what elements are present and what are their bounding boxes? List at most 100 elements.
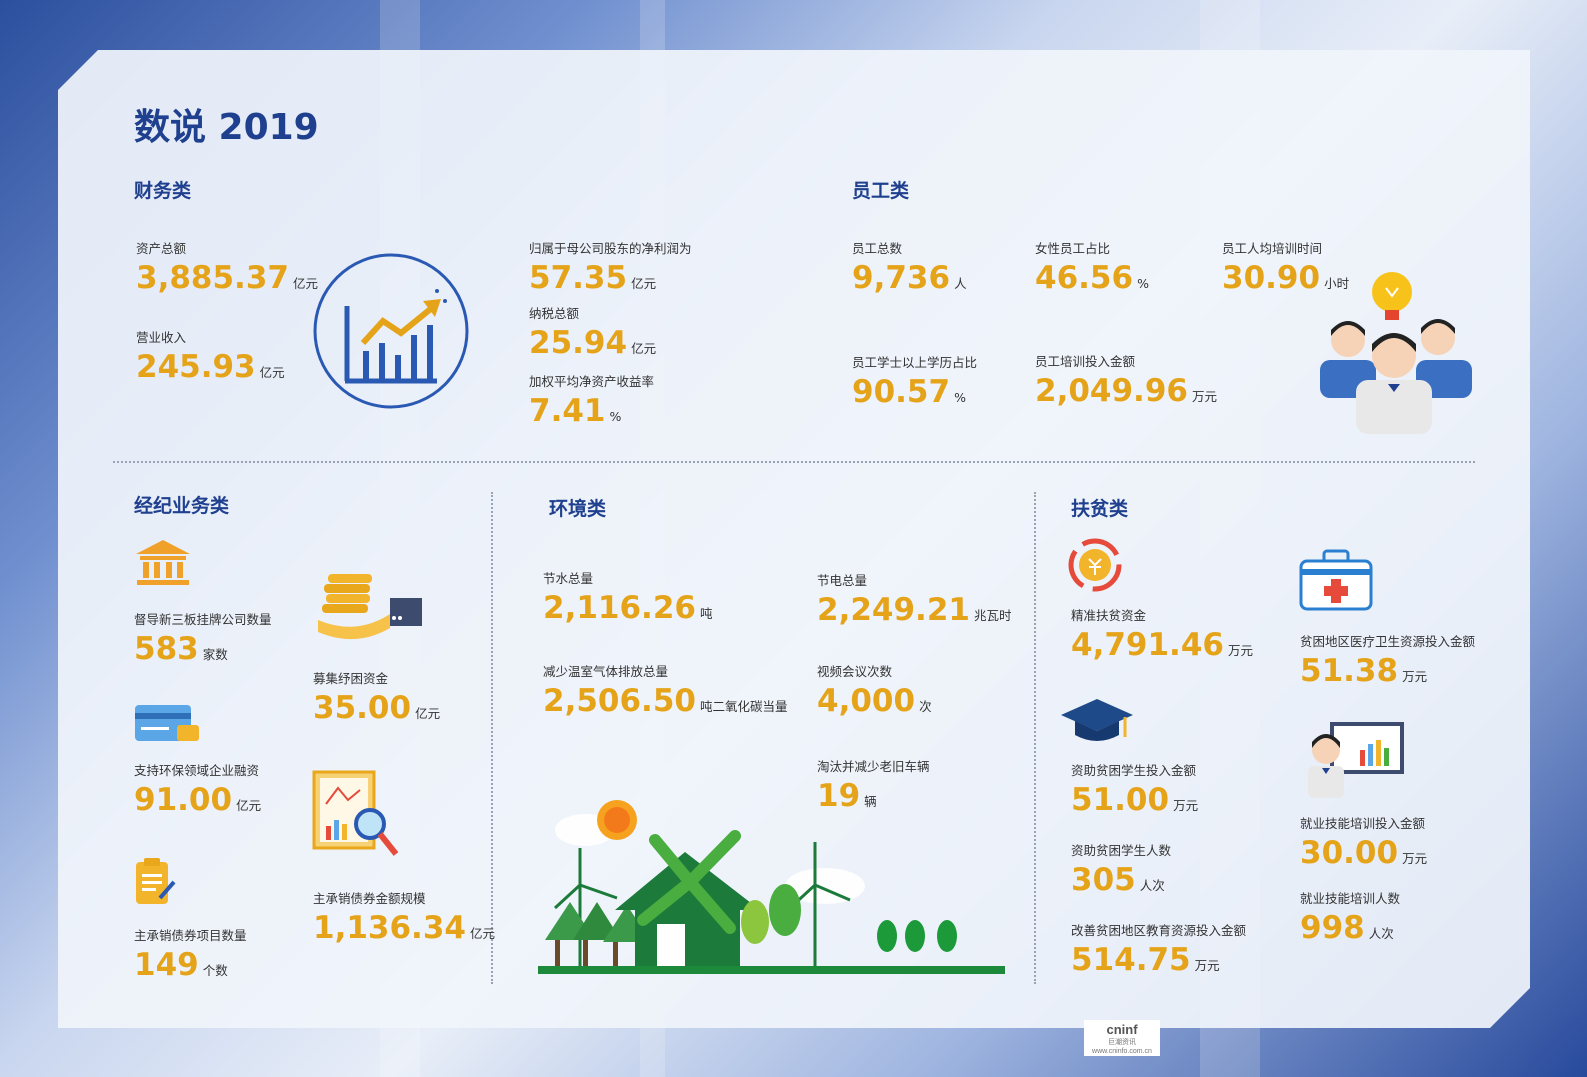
- stat-value: 25.94: [529, 325, 628, 361]
- section-title-environment: 环境类: [549, 498, 607, 520]
- stat-label: 节电总量: [817, 573, 868, 588]
- graduation-cap-icon: [1061, 699, 1133, 741]
- stat-unit: 兆瓦时: [973, 608, 1012, 623]
- stat-label: 淘汰并减少老旧车辆: [817, 759, 930, 774]
- medical-kit-icon: [1299, 549, 1373, 611]
- stat-people-trained: 就业技能培训人数 998 人次: [1300, 888, 1400, 944]
- stat-unit: 小时: [1324, 276, 1350, 291]
- stat-unit: 万元: [1191, 389, 1217, 404]
- stat-operating-revenue: 营业收入 245.93 亿元: [136, 327, 285, 383]
- stat-green-financing: 支持环保领域企业融资 91.00 亿元: [134, 760, 261, 816]
- stat-total-tax: 纳税总额 25.94 亿元: [529, 303, 656, 359]
- stat-unit: 亿元: [259, 365, 285, 380]
- watermark-url: www.cninfo.com.cn: [1092, 1048, 1152, 1055]
- stat-ghg-reduction: 减少温室气体排放总量 2,506.50 吨二氧化碳当量: [543, 661, 788, 717]
- stat-label: 节水总量: [543, 571, 594, 586]
- growth-chart-icon: [313, 253, 469, 409]
- stat-total-assets: 资产总额 3,885.37 亿元: [136, 238, 318, 294]
- stat-label: 支持环保领域企业融资: [134, 763, 260, 778]
- stat-value: 583: [134, 631, 199, 667]
- stat-training-investment: 员工培训投入金额 2,049.96 万元: [1035, 351, 1217, 407]
- stat-unit: 吨二氧化碳当量: [699, 699, 788, 714]
- stat-label: 主承销债券项目数量: [134, 928, 247, 943]
- stat-bachelor-ratio: 员工学士以上学历占比 90.57%: [852, 352, 977, 408]
- stat-students-aided: 资助贫困学生人数 305 人次: [1071, 840, 1171, 896]
- content-panel: [58, 50, 1530, 1028]
- stat-education-investment: 改善贫困地区教育资源投入金额 514.75 万元: [1071, 920, 1246, 976]
- stat-label: 主承销债券金额规模: [313, 891, 426, 906]
- stat-unit: 人次: [1139, 878, 1165, 893]
- stat-label: 员工总数: [852, 241, 903, 256]
- stat-unit: %: [954, 390, 966, 405]
- stat-value: 2,506.50: [543, 683, 696, 719]
- analysis-magnifier-icon: [312, 770, 399, 856]
- stat-unit: 家数: [202, 647, 228, 662]
- stat-unit: 万元: [1402, 851, 1428, 866]
- stat-value: 51.38: [1300, 653, 1399, 689]
- stat-female-ratio: 女性员工占比 46.56%: [1035, 238, 1149, 294]
- stat-label: 贫困地区医疗卫生资源投入金额: [1300, 634, 1476, 649]
- stat-unit: 万元: [1227, 643, 1253, 658]
- stat-label: 视频会议次数: [817, 664, 893, 679]
- stat-value: 90.57: [852, 374, 951, 410]
- stat-value: 245.93: [136, 349, 256, 385]
- stat-label: 员工学士以上学历占比: [852, 355, 978, 370]
- stat-value: 19: [817, 778, 861, 814]
- stat-bond-underwriting-amount: 主承销债券金额规模 1,136.34 亿元: [313, 888, 495, 944]
- bank-building-icon: [136, 540, 190, 585]
- watermark-cn: 巨潮资讯: [1108, 1039, 1136, 1046]
- stat-label: 就业技能培训投入金额: [1300, 816, 1426, 831]
- stat-label: 减少温室气体排放总量: [543, 664, 669, 679]
- stat-training-hours: 员工人均培训时间 30.90 小时: [1222, 238, 1349, 294]
- stat-value: 7.41: [529, 393, 606, 429]
- stat-neeq-companies: 督导新三板挂牌公司数量 583 家数: [134, 609, 272, 665]
- section-divider: [113, 461, 1475, 463]
- stat-value: 2,116.26: [543, 590, 696, 626]
- section-title-poverty: 扶贫类: [1071, 498, 1129, 520]
- section-title-brokerage: 经纪业务类: [134, 495, 230, 517]
- section-title-finance: 财务类: [134, 180, 192, 202]
- stat-value: 3,885.37: [136, 260, 289, 296]
- stat-student-aid-amount: 资助贫困学生投入金额 51.00 万元: [1071, 760, 1198, 816]
- stat-medical-investment: 贫困地区医疗卫生资源投入金额 51.38 万元: [1300, 631, 1475, 687]
- stat-value: 9,736: [852, 260, 951, 296]
- stat-unit: %: [1137, 276, 1149, 291]
- stat-value: 149: [134, 947, 199, 983]
- stat-label: 改善贫困地区教育资源投入金额: [1071, 923, 1247, 938]
- stat-unit: 亿元: [415, 706, 441, 721]
- stat-label: 营业收入: [136, 330, 187, 345]
- section-title-staff: 员工类: [852, 180, 910, 202]
- green-landscape-illustration: [538, 800, 1005, 974]
- stat-label: 资助贫困学生投入金额: [1071, 763, 1197, 778]
- stat-value: 2,049.96: [1035, 373, 1188, 409]
- stat-label: 督导新三板挂牌公司数量: [134, 612, 272, 627]
- stat-value: 2,249.21: [817, 592, 970, 628]
- stat-value: 30.90: [1222, 260, 1321, 296]
- coins-hand-icon: [318, 574, 422, 640]
- stat-unit: %: [609, 409, 622, 424]
- stat-label: 资产总额: [136, 241, 187, 256]
- stat-unit: 辆: [864, 794, 877, 809]
- stat-unit: 吨: [699, 606, 713, 621]
- stat-targeted-poverty-fund: 精准扶贫资金 4,791.46 万元: [1071, 605, 1253, 661]
- stat-unit: 次: [919, 699, 932, 714]
- stat-label: 就业技能培训人数: [1300, 891, 1401, 906]
- stat-old-vehicles: 淘汰并减少老旧车辆 19 辆: [817, 756, 930, 812]
- stat-total-employees: 员工总数 9,736 人: [852, 238, 967, 294]
- stat-value: 51.00: [1071, 782, 1170, 818]
- stat-unit: 亿元: [631, 341, 657, 356]
- poverty-fund-coin-icon: [1068, 538, 1122, 592]
- stat-unit: 个数: [202, 963, 228, 978]
- stat-value: 514.75: [1071, 942, 1191, 978]
- stat-label: 资助贫困学生人数: [1071, 843, 1172, 858]
- stat-bailout-funds: 募集纾困资金 35.00 亿元: [313, 668, 440, 724]
- watermark-brand: cninf: [1106, 1022, 1138, 1037]
- stat-bond-underwriting-projects: 主承销债券项目数量 149 个数: [134, 925, 247, 981]
- stat-video-conferences: 视频会议次数 4,000 次: [817, 661, 932, 717]
- team-people-icon: [1320, 272, 1472, 434]
- stat-label: 归属于母公司股东的净利润为: [529, 241, 692, 256]
- stat-value: 1,136.34: [313, 910, 466, 946]
- page-title: 数说 2019: [134, 107, 319, 148]
- stat-value: 30.00: [1300, 835, 1399, 871]
- stat-unit: 亿元: [292, 276, 318, 291]
